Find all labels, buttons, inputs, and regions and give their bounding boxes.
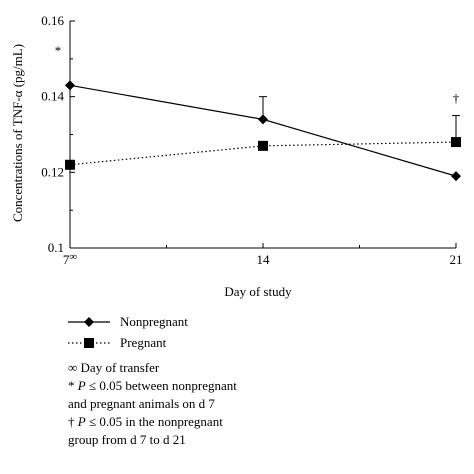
footnote: † P ≤ 0.05 in the nonpregnant group from … bbox=[68, 414, 223, 447]
series-group: *† bbox=[55, 43, 461, 182]
footnote-line: † P ≤ 0.05 in the nonpregnant bbox=[68, 414, 223, 429]
series-pregnant bbox=[65, 115, 461, 170]
footnotes: ∞ Day of transfer * P ≤ 0.05 between nonp… bbox=[68, 360, 237, 447]
footnote-line: and pregnant animals on d 7 bbox=[68, 396, 215, 411]
x-tick-label: 7∞ bbox=[63, 251, 78, 267]
legend-marker bbox=[84, 317, 94, 327]
axes-group: 0.1 0.12 0.14 0.16 7∞ 14 21 bbox=[41, 13, 462, 267]
data-point bbox=[258, 114, 268, 125]
x-tick-label: 21 bbox=[450, 252, 463, 267]
data-point bbox=[65, 159, 75, 170]
series-line bbox=[69, 141, 457, 166]
data-point bbox=[65, 80, 75, 91]
transfer-day-marker: ∞ bbox=[69, 251, 77, 263]
y-tick-label: 0.16 bbox=[41, 13, 64, 28]
footnote: ∞ Day of transfer bbox=[68, 360, 160, 375]
legend-marker bbox=[84, 338, 94, 348]
y-tick-label: 0.1 bbox=[48, 240, 64, 255]
footnote-line: ∞ Day of transfer bbox=[68, 360, 160, 375]
x-tick-label: 14 bbox=[257, 252, 271, 267]
series-nonpregnant bbox=[65, 80, 461, 182]
data-point bbox=[451, 171, 461, 182]
legend-label: Nonpregnant bbox=[120, 314, 188, 329]
footnote: * P ≤ 0.05 between nonpregnant and pregna… bbox=[68, 378, 237, 411]
y-tick-label: 0.14 bbox=[41, 89, 64, 104]
legend-item-nonpregnant: Nonpregnant bbox=[68, 314, 188, 329]
significance-mark: † bbox=[453, 90, 460, 105]
footnote-line: * P ≤ 0.05 between nonpregnant bbox=[68, 378, 237, 393]
legend-item-pregnant: Pregnant bbox=[68, 335, 167, 350]
footnote-line: group from d 7 to d 21 bbox=[68, 432, 186, 447]
y-axis-label: Concentrations of TNF-α (pg/mL) bbox=[10, 44, 25, 222]
y-tick-label: 0.12 bbox=[41, 164, 64, 179]
legend: Nonpregnant Pregnant bbox=[68, 314, 188, 350]
significance-mark: * bbox=[55, 43, 62, 58]
data-point bbox=[451, 137, 461, 148]
data-point bbox=[258, 140, 268, 151]
legend-label: Pregnant bbox=[120, 335, 167, 350]
x-axis-label: Day of study bbox=[224, 284, 292, 299]
